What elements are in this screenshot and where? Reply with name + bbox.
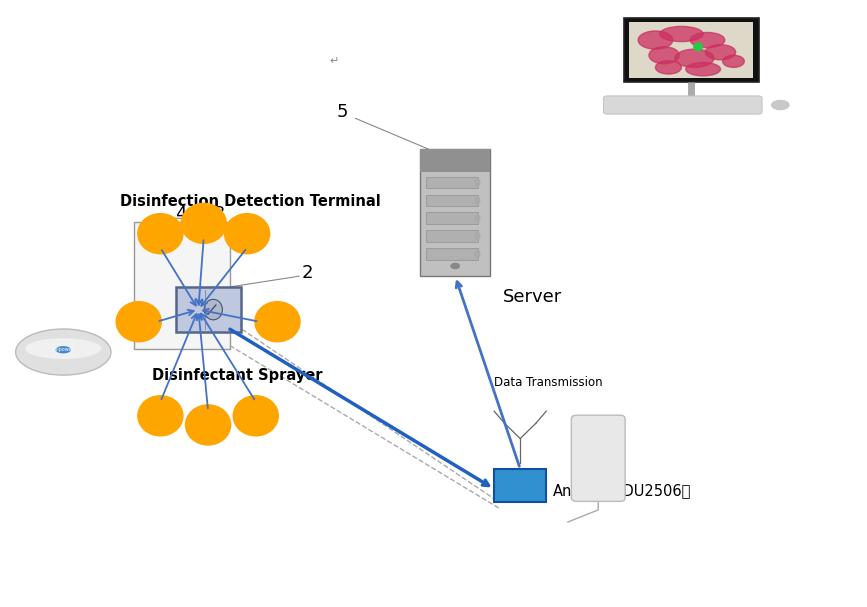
Ellipse shape xyxy=(255,302,300,342)
Ellipse shape xyxy=(25,338,101,359)
Ellipse shape xyxy=(205,299,222,320)
Text: 5: 5 xyxy=(336,103,349,121)
Ellipse shape xyxy=(686,63,720,76)
Ellipse shape xyxy=(55,346,71,353)
Ellipse shape xyxy=(16,329,111,375)
Bar xyxy=(426,230,478,242)
Ellipse shape xyxy=(675,49,714,67)
Text: Disinfectant Sprayer: Disinfectant Sprayer xyxy=(152,368,323,382)
Bar xyxy=(624,18,759,82)
Ellipse shape xyxy=(723,55,745,67)
Bar xyxy=(420,149,490,172)
Ellipse shape xyxy=(772,100,789,109)
Ellipse shape xyxy=(694,43,702,50)
FancyBboxPatch shape xyxy=(175,287,240,333)
Ellipse shape xyxy=(475,233,479,239)
Ellipse shape xyxy=(475,179,479,186)
Ellipse shape xyxy=(475,251,479,257)
FancyBboxPatch shape xyxy=(603,96,762,114)
Ellipse shape xyxy=(649,47,680,64)
Ellipse shape xyxy=(475,215,479,222)
Ellipse shape xyxy=(116,302,161,342)
Text: 2: 2 xyxy=(302,264,314,282)
Ellipse shape xyxy=(706,45,735,59)
Ellipse shape xyxy=(660,26,703,41)
Text: Disinfection Detection Terminal: Disinfection Detection Terminal xyxy=(120,194,381,209)
Ellipse shape xyxy=(655,61,681,74)
Ellipse shape xyxy=(451,263,460,268)
Ellipse shape xyxy=(638,31,673,49)
Ellipse shape xyxy=(138,396,183,436)
Bar xyxy=(494,469,546,503)
Text: unipower: unipower xyxy=(52,347,75,352)
Text: 3: 3 xyxy=(213,205,225,223)
Text: Data Transmission: Data Transmission xyxy=(494,376,603,389)
Bar xyxy=(629,22,753,78)
Bar xyxy=(426,177,478,188)
Bar xyxy=(420,149,490,276)
FancyBboxPatch shape xyxy=(571,415,625,501)
Ellipse shape xyxy=(475,197,479,203)
Ellipse shape xyxy=(138,214,183,254)
Bar xyxy=(659,97,724,102)
Bar xyxy=(426,248,478,260)
Ellipse shape xyxy=(186,405,231,445)
Ellipse shape xyxy=(690,32,725,48)
Text: ↵: ↵ xyxy=(329,56,338,66)
Ellipse shape xyxy=(181,203,226,243)
Text: Anchor（VDU2506）: Anchor（VDU2506） xyxy=(553,483,692,498)
Bar xyxy=(134,222,230,349)
Ellipse shape xyxy=(225,214,270,254)
Ellipse shape xyxy=(233,396,278,436)
Bar xyxy=(426,212,478,224)
Text: 4: 4 xyxy=(174,205,186,223)
Bar xyxy=(426,195,478,206)
Text: Server: Server xyxy=(503,288,562,307)
